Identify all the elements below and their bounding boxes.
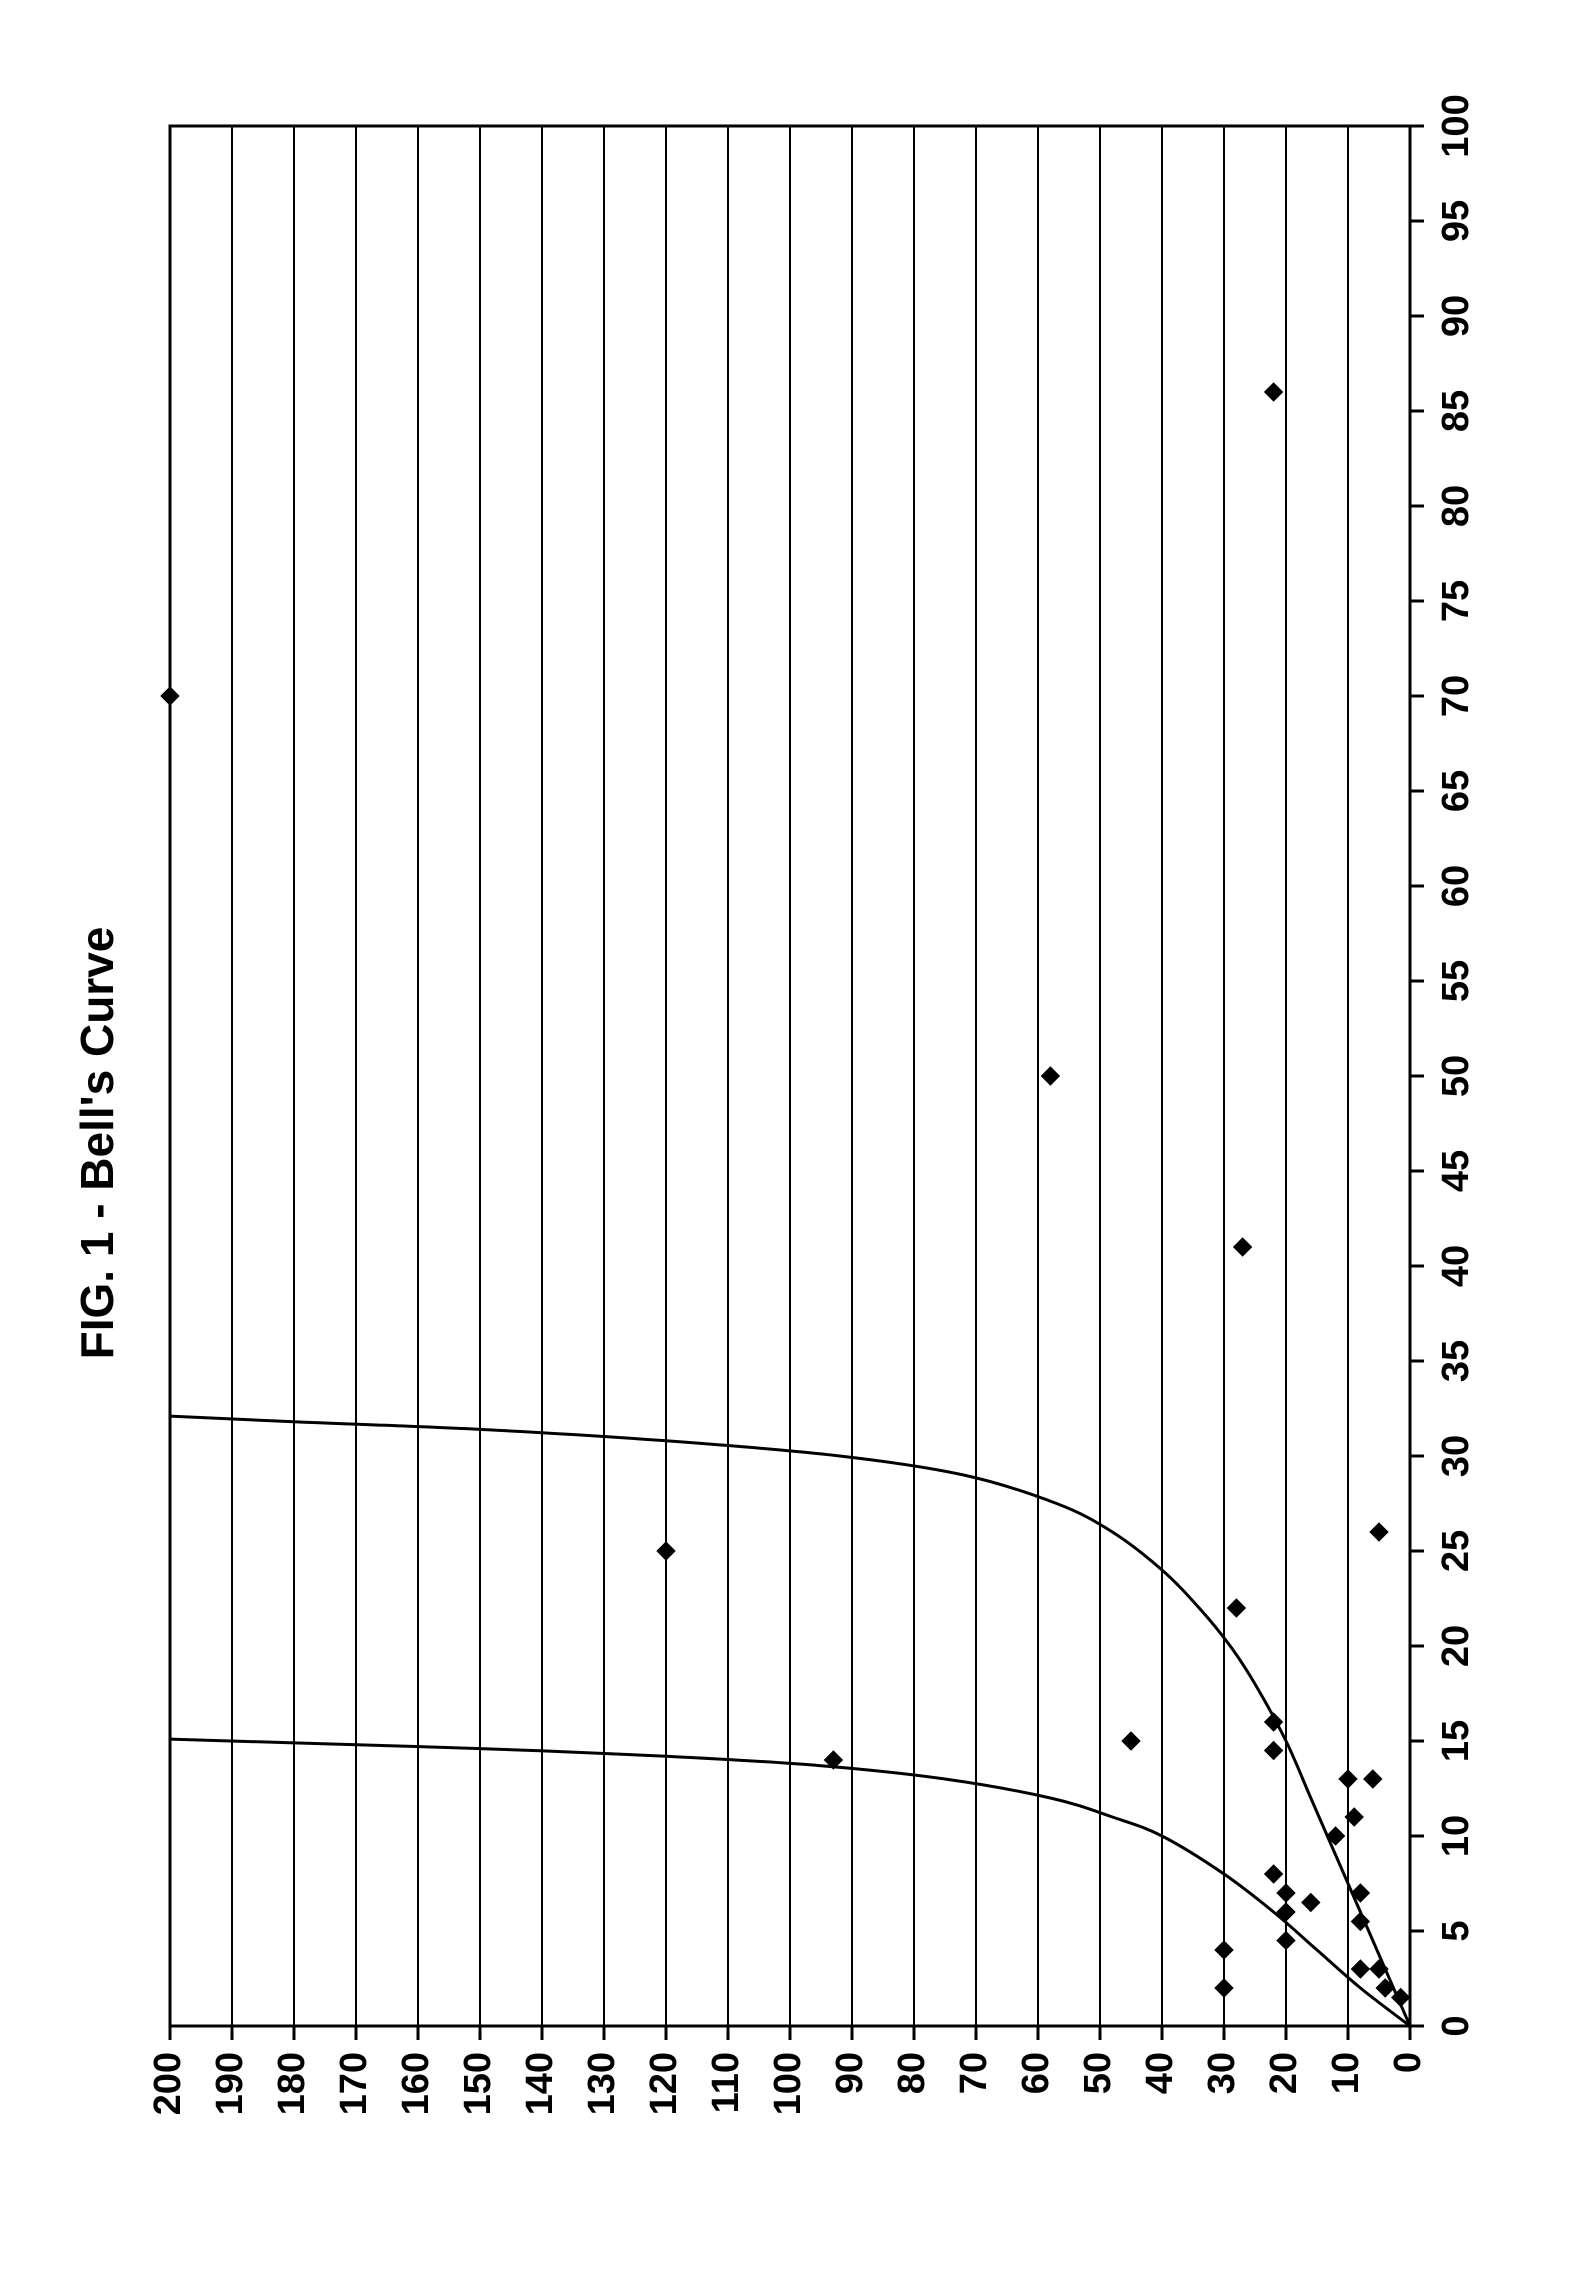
x-tick-label: 80 — [1435, 485, 1477, 527]
x-tick-label: 10 — [1435, 1815, 1477, 1857]
x-tick-label: 85 — [1435, 390, 1477, 432]
y-tick-label: 150 — [457, 2052, 499, 2115]
x-tick-label: 70 — [1435, 675, 1477, 717]
x-tick-label: 60 — [1435, 865, 1477, 907]
y-tick-label: 70 — [953, 2052, 995, 2094]
x-tick-label: 20 — [1435, 1625, 1477, 1667]
y-tick-label: 160 — [395, 2052, 437, 2115]
x-tick-label: 90 — [1435, 295, 1477, 337]
x-tick-label: 5 — [1435, 1920, 1477, 1941]
y-tick-label: 20 — [1263, 2052, 1305, 2094]
y-tick-label: 170 — [333, 2052, 375, 2115]
x-tick-label: 25 — [1435, 1530, 1477, 1572]
x-tick-label: 35 — [1435, 1340, 1477, 1382]
bells-curve-chart: 0102030405060708090100110120130140150160… — [0, 0, 1572, 2286]
y-tick-label: 190 — [209, 2052, 251, 2115]
x-tick-label: 95 — [1435, 200, 1477, 242]
y-tick-label: 130 — [581, 2052, 623, 2115]
x-tick-label: 40 — [1435, 1245, 1477, 1287]
x-tick-label: 100 — [1435, 94, 1477, 157]
page: FIG. 1 - Bell's Curve 010203040506070809… — [0, 0, 1572, 2286]
x-tick-label: 0 — [1435, 2015, 1477, 2036]
x-tick-label: 30 — [1435, 1435, 1477, 1477]
y-tick-label: 120 — [643, 2052, 685, 2115]
y-tick-label: 0 — [1387, 2052, 1429, 2073]
x-tick-label: 50 — [1435, 1055, 1477, 1097]
y-tick-label: 40 — [1139, 2052, 1181, 2094]
y-tick-label: 50 — [1077, 2052, 1119, 2094]
x-tick-label: 65 — [1435, 770, 1477, 812]
x-tick-label: 55 — [1435, 960, 1477, 1002]
y-tick-label: 200 — [147, 2052, 189, 2115]
y-tick-label: 110 — [705, 2052, 747, 2113]
y-tick-label: 100 — [767, 2052, 809, 2115]
x-tick-label: 75 — [1435, 580, 1477, 622]
x-tick-label: 15 — [1435, 1720, 1477, 1762]
y-tick-label: 90 — [829, 2052, 871, 2094]
y-tick-label: 30 — [1201, 2052, 1243, 2094]
y-tick-label: 140 — [519, 2052, 561, 2115]
y-tick-label: 10 — [1325, 2052, 1367, 2094]
y-tick-label: 180 — [271, 2052, 313, 2115]
figure-frame: FIG. 1 - Bell's Curve 010203040506070809… — [0, 0, 1572, 2286]
y-tick-label: 80 — [891, 2052, 933, 2094]
x-tick-label: 45 — [1435, 1150, 1477, 1192]
y-tick-label: 60 — [1015, 2052, 1057, 2094]
